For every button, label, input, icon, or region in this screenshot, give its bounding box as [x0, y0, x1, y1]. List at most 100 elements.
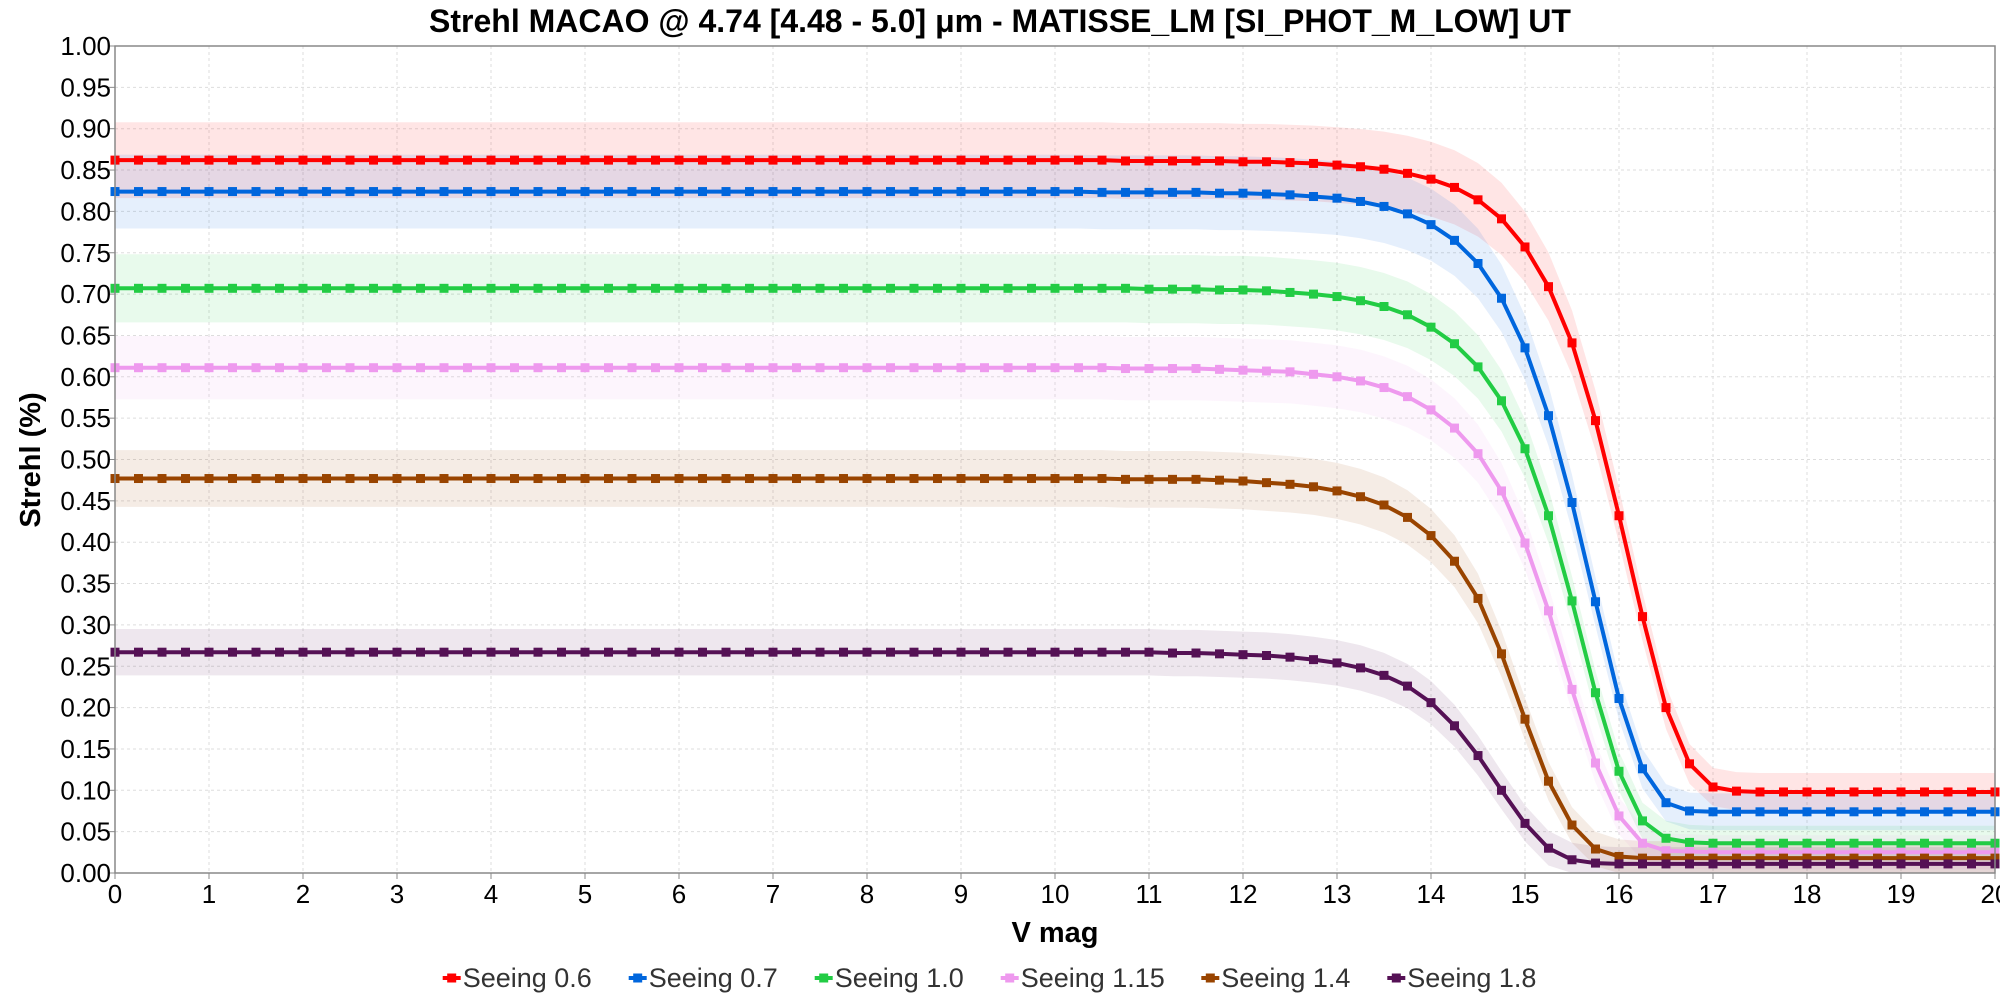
point-seeing-1-8: [1426, 698, 1436, 708]
point-seeing-1-0: [698, 283, 707, 293]
point-seeing-1-4: [1074, 474, 1083, 484]
point-seeing-0-7: [1121, 187, 1130, 197]
point-seeing-0-6: [1896, 787, 1906, 797]
y-tick-label: 0.55: [60, 403, 111, 433]
point-seeing-0-7: [1896, 807, 1906, 817]
point-seeing-0-7: [204, 187, 214, 197]
point-seeing-1-15: [909, 363, 919, 373]
point-seeing-0-6: [674, 155, 684, 165]
point-seeing-0-6: [1638, 612, 1647, 622]
point-seeing-1-8: [886, 647, 895, 657]
point-seeing-1-4: [1238, 476, 1248, 486]
point-seeing-0-7: [228, 187, 237, 197]
point-seeing-1-0: [181, 283, 190, 293]
point-seeing-0-7: [909, 187, 919, 197]
y-tick-label: 0.30: [60, 610, 111, 640]
point-seeing-1-0: [1638, 816, 1647, 826]
point-seeing-1-8: [815, 647, 825, 657]
point-seeing-1-8: [1520, 818, 1530, 828]
point-seeing-0-6: [275, 155, 284, 165]
point-seeing-1-15: [745, 363, 754, 373]
point-seeing-0-7: [1074, 187, 1083, 197]
point-seeing-1-8: [1967, 859, 1976, 869]
point-seeing-1-15: [298, 363, 308, 373]
y-axis-title: Strehl (%): [15, 392, 47, 527]
point-seeing-1-0: [1027, 283, 1036, 293]
point-seeing-1-0: [1450, 339, 1459, 349]
point-seeing-1-4: [1121, 474, 1130, 484]
point-seeing-1-4: [1544, 776, 1553, 786]
point-seeing-0-7: [1403, 209, 1412, 219]
point-seeing-1-8: [1896, 859, 1906, 869]
point-seeing-0-6: [322, 155, 331, 165]
point-seeing-1-15: [1144, 364, 1154, 374]
point-seeing-1-4: [1661, 853, 1671, 863]
point-seeing-1-4: [1896, 853, 1906, 863]
point-seeing-0-7: [698, 187, 707, 197]
point-seeing-1-0: [792, 283, 801, 293]
legend-item-seeing-0-6: Seeing 0.6: [442, 963, 592, 993]
point-seeing-1-0: [1497, 396, 1506, 406]
point-seeing-1-4: [1050, 474, 1060, 484]
point-seeing-1-8: [1873, 859, 1882, 869]
x-axis-title: V mag: [1011, 917, 1098, 949]
x-tick-label: 9: [954, 879, 968, 909]
x-tick-label: 14: [1417, 879, 1446, 909]
legend-item-seeing-1-4: Seeing 1.4: [1201, 963, 1350, 993]
point-seeing-0-6: [298, 155, 308, 165]
legend-item-seeing-1-0: Seeing 1.0: [814, 963, 964, 993]
point-seeing-1-15: [627, 363, 637, 373]
point-seeing-1-4: [1285, 479, 1295, 489]
point-seeing-0-7: [1967, 807, 1976, 817]
point-seeing-1-15: [1426, 405, 1436, 415]
point-seeing-1-15: [322, 363, 331, 373]
point-seeing-1-4: [1967, 853, 1976, 863]
point-seeing-0-7: [1097, 187, 1107, 197]
point-seeing-1-15: [1003, 363, 1013, 373]
point-seeing-1-8: [204, 647, 214, 657]
point-seeing-0-7: [886, 187, 895, 197]
point-seeing-0-6: [1379, 164, 1389, 174]
point-seeing-0-6: [1426, 174, 1436, 184]
point-seeing-1-4: [604, 474, 613, 484]
legend-swatch-marker: [633, 973, 643, 983]
point-seeing-1-15: [228, 363, 237, 373]
x-tick-label: 6: [672, 879, 686, 909]
point-seeing-0-6: [1685, 759, 1694, 769]
point-seeing-0-6: [1074, 155, 1083, 165]
point-seeing-1-0: [416, 283, 425, 293]
point-seeing-1-0: [1544, 511, 1553, 521]
point-seeing-1-0: [275, 283, 284, 293]
point-seeing-1-15: [886, 363, 895, 373]
x-tick-label: 7: [766, 879, 780, 909]
point-seeing-1-0: [1379, 302, 1389, 312]
point-seeing-1-0: [721, 283, 731, 293]
point-seeing-0-6: [933, 155, 942, 165]
point-seeing-1-15: [768, 363, 778, 373]
y-tick-label: 0.70: [60, 279, 111, 309]
point-seeing-1-4: [392, 474, 402, 484]
point-seeing-1-4: [839, 474, 848, 484]
point-seeing-1-8: [298, 647, 308, 657]
point-seeing-0-7: [721, 187, 731, 197]
point-seeing-1-8: [134, 647, 143, 657]
point-seeing-1-4: [322, 474, 331, 484]
point-seeing-0-6: [1826, 787, 1835, 797]
point-seeing-1-15: [392, 363, 402, 373]
point-seeing-1-8: [698, 647, 707, 657]
point-seeing-0-7: [298, 187, 308, 197]
y-tick-label: 0.25: [60, 651, 111, 681]
point-seeing-0-6: [1168, 156, 1177, 166]
point-seeing-0-6: [1356, 162, 1365, 172]
point-seeing-1-0: [1403, 310, 1412, 320]
point-seeing-1-4: [1215, 475, 1224, 485]
point-seeing-1-4: [1873, 853, 1882, 863]
point-seeing-0-6: [1285, 158, 1295, 168]
series-seeing-1-15: [110, 363, 2000, 857]
point-seeing-1-15: [1896, 847, 1906, 857]
point-seeing-0-7: [322, 187, 331, 197]
point-seeing-1-15: [1050, 363, 1060, 373]
point-seeing-1-4: [815, 474, 825, 484]
point-seeing-0-7: [1215, 188, 1224, 198]
